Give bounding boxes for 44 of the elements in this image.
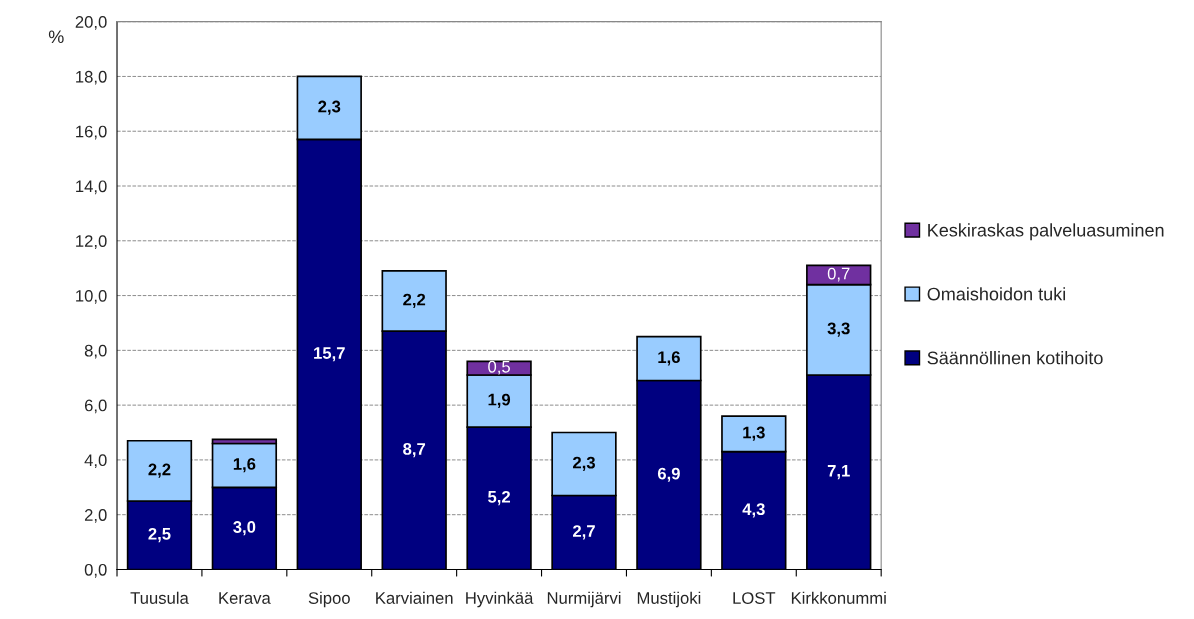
legend-label: Omaishoidon tuki xyxy=(927,287,1066,301)
data-label: 2,3 xyxy=(572,456,595,471)
legend-label: Säännöllinen kotihoito xyxy=(927,351,1103,365)
x-tick-label: Nurmijärvi xyxy=(547,591,621,608)
data-label: 4,3 xyxy=(742,503,765,518)
data-label: 0,7 xyxy=(827,267,850,282)
data-label: 0,5 xyxy=(488,360,510,375)
y-tick-label: 18,0 xyxy=(76,70,107,85)
y-tick-label: 10,0 xyxy=(76,289,107,304)
data-label: 1,9 xyxy=(488,393,511,408)
data-label: 2,5 xyxy=(148,527,171,543)
y-tick-label: 16,0 xyxy=(76,125,107,140)
y-tick-label: 2,0 xyxy=(84,509,107,523)
data-label: 1,6 xyxy=(233,458,256,473)
data-label: 2,2 xyxy=(403,293,426,308)
x-tick-label: LOST xyxy=(733,592,776,604)
legend-label: Keskiraskas palveluasuminen xyxy=(928,223,1164,241)
y-tick-label: 14,0 xyxy=(76,180,107,195)
x-tick-label: Kirkkonummi xyxy=(791,591,886,604)
y-tick-label: 12,0 xyxy=(76,235,107,249)
x-tick-label: Sipoo xyxy=(308,591,350,608)
data-label: 1,3 xyxy=(743,426,765,441)
x-tick-label: Kerava xyxy=(219,592,271,604)
data-label: 2,7 xyxy=(572,525,595,540)
x-tick-label: Tuusula xyxy=(130,591,189,604)
data-label: 8,7 xyxy=(403,443,426,458)
data-label: 1,6 xyxy=(658,351,680,366)
y-tick-label: 4,0 xyxy=(84,454,107,469)
data-label: 3,0 xyxy=(233,521,256,536)
data-label: 6,9 xyxy=(657,467,680,482)
data-label: 7,1 xyxy=(827,465,850,480)
y-axis-title: % xyxy=(48,30,64,44)
y-tick-label: 20,0 xyxy=(75,16,107,30)
y-tick-label: 8,0 xyxy=(84,344,107,359)
x-tick-label: Karviainen xyxy=(376,591,453,604)
data-label: 5,2 xyxy=(488,490,511,506)
x-tick-label: Mustijoki xyxy=(637,591,701,608)
data-label: 2,2 xyxy=(148,463,171,478)
data-label: 3,3 xyxy=(827,322,850,337)
y-tick-label: 0,0 xyxy=(84,563,107,578)
data-label: 2,3 xyxy=(318,100,341,115)
y-tick-label: 6,0 xyxy=(84,399,107,414)
x-tick-label: Hyvinkää xyxy=(466,591,534,608)
data-label: 15,7 xyxy=(314,347,345,362)
